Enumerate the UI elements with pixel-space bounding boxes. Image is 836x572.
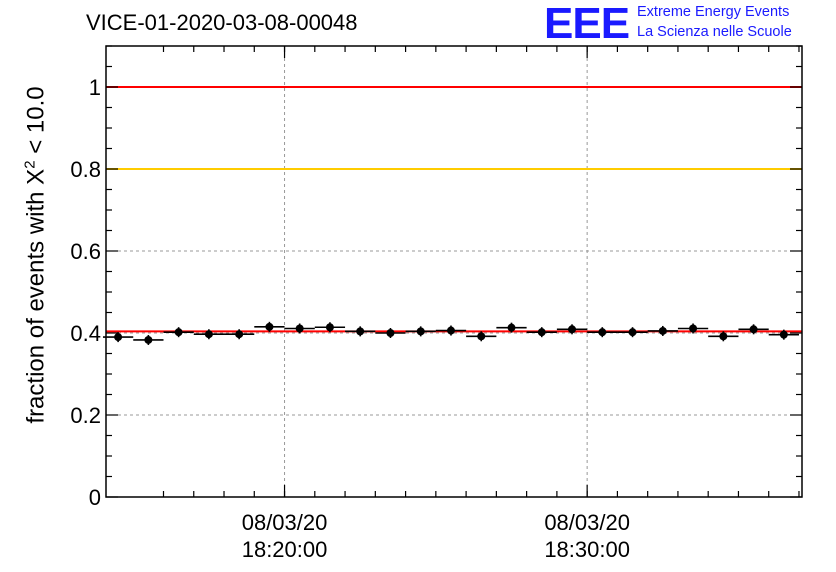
data-point bbox=[556, 324, 588, 335]
data-point bbox=[133, 334, 164, 345]
point-marker bbox=[779, 330, 788, 339]
x-tick-label-time: 18:20:00 bbox=[242, 537, 328, 562]
point-marker bbox=[416, 327, 425, 336]
data-point bbox=[496, 322, 527, 333]
data-point bbox=[314, 322, 346, 333]
point-marker bbox=[749, 325, 758, 334]
y-tick-label: 0.6 bbox=[70, 239, 101, 264]
point-marker bbox=[658, 326, 667, 335]
y-tick-label: 0.8 bbox=[70, 157, 101, 182]
data-point bbox=[526, 327, 557, 338]
data-point bbox=[768, 329, 799, 340]
data-point bbox=[284, 323, 315, 334]
point-marker bbox=[598, 328, 607, 337]
data-points bbox=[102, 321, 799, 345]
point-marker bbox=[204, 330, 213, 339]
data-point bbox=[375, 328, 406, 338]
point-marker bbox=[114, 333, 123, 342]
point-marker bbox=[477, 332, 486, 341]
logo-line-1: Extreme Energy Events bbox=[637, 4, 790, 20]
point-marker bbox=[265, 322, 274, 331]
data-point bbox=[647, 325, 678, 336]
logo-line-2: La Scienza nelle Scuole bbox=[637, 24, 792, 40]
data-point bbox=[102, 332, 134, 343]
data-point bbox=[617, 327, 648, 338]
eee-logo: EEE bbox=[544, 0, 630, 48]
data-point bbox=[163, 327, 194, 338]
y-tick-label: 1 bbox=[89, 75, 101, 100]
data-point bbox=[435, 325, 467, 336]
y-tick-label: 0.2 bbox=[70, 403, 101, 428]
y-tick-label: 0 bbox=[89, 485, 101, 510]
point-marker bbox=[568, 325, 577, 334]
x-tick-label-time: 18:30:00 bbox=[544, 537, 630, 562]
data-point bbox=[587, 327, 618, 338]
plot-frame bbox=[105, 45, 803, 498]
x-tick-label-date: 08/03/20 bbox=[242, 510, 328, 535]
point-marker bbox=[628, 328, 637, 337]
data-point bbox=[193, 329, 225, 340]
point-marker bbox=[174, 328, 183, 337]
data-point bbox=[708, 331, 739, 342]
point-marker bbox=[325, 323, 334, 332]
point-marker bbox=[689, 324, 698, 333]
data-point bbox=[254, 321, 285, 332]
data-point bbox=[677, 323, 709, 334]
point-marker bbox=[386, 329, 395, 337]
point-marker bbox=[295, 324, 304, 333]
data-point bbox=[224, 329, 255, 340]
data-point bbox=[405, 326, 436, 337]
point-marker bbox=[446, 326, 455, 335]
point-marker bbox=[507, 323, 516, 332]
data-point bbox=[738, 324, 769, 335]
point-marker bbox=[537, 328, 546, 337]
point-marker bbox=[144, 335, 153, 344]
reference-lines bbox=[106, 86, 802, 333]
point-marker bbox=[235, 330, 244, 339]
x-tick-label-date: 08/03/20 bbox=[544, 510, 630, 535]
axes: 00.20.40.60.8108/03/2018:20:0008/03/2018… bbox=[70, 45, 803, 562]
data-point bbox=[345, 326, 376, 337]
point-marker bbox=[356, 327, 365, 336]
chart-title: VICE-01-2020-03-08-00048 bbox=[86, 10, 358, 35]
point-marker bbox=[719, 332, 728, 341]
grid-layer bbox=[106, 46, 802, 497]
y-tick-label: 0.4 bbox=[70, 321, 101, 346]
data-point bbox=[466, 331, 497, 342]
